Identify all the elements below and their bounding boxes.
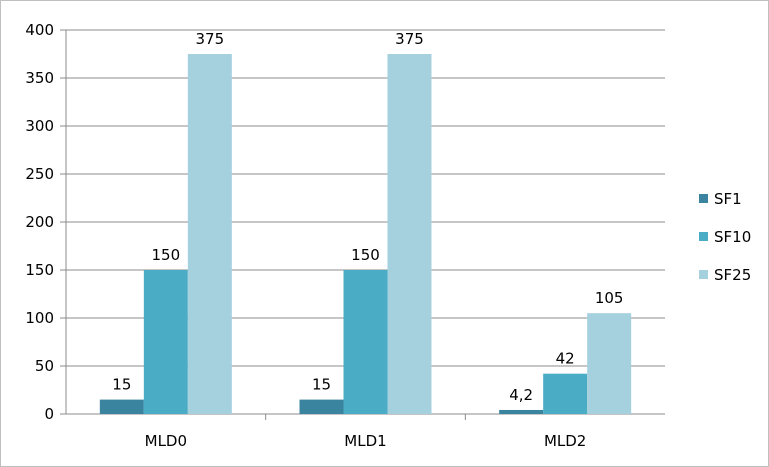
x-tick-label-mld0: MLD0 (145, 432, 187, 450)
y-tick-label-50: 50 (35, 357, 54, 375)
legend-label-sf1: SF1 (714, 190, 742, 208)
y-tick-label-350: 350 (25, 69, 54, 87)
bar-sf1-mld0 (99, 399, 144, 414)
x-tick-label-mld1: MLD1 (344, 432, 386, 450)
data-label-sf25-mld0: 375 (196, 30, 225, 48)
y-tick-label-400: 400 (25, 21, 54, 39)
legend-swatch-sf10 (699, 232, 708, 241)
bar-sf1-mld2 (499, 409, 544, 414)
x-tick-label-mld2: MLD2 (544, 432, 586, 450)
bar-sf25-mld2 (587, 313, 632, 414)
data-label-sf10-mld2: 42 (556, 350, 575, 368)
legend-label-sf25: SF25 (714, 266, 751, 284)
data-label-sf1-mld0: 15 (112, 376, 131, 394)
y-tick-label-100: 100 (25, 309, 54, 327)
data-label-sf1-mld2: 4,2 (509, 386, 533, 404)
y-tick-label-300: 300 (25, 117, 54, 135)
y-tick-label-250: 250 (25, 165, 54, 183)
bar-sf25-mld0 (187, 54, 232, 414)
bar-sf10-mld0 (143, 270, 188, 414)
data-label-sf1-mld1: 15 (312, 376, 331, 394)
y-tick-label-150: 150 (25, 261, 54, 279)
legend-swatch-sf1 (699, 194, 708, 203)
legend-swatch-sf25 (699, 270, 708, 279)
legend-label-sf10: SF10 (714, 228, 751, 246)
data-label-sf25-mld1: 375 (395, 30, 424, 48)
data-label-sf10-mld1: 150 (351, 246, 380, 264)
bar-sf10-mld1 (343, 270, 388, 414)
y-tick-label-0: 0 (44, 405, 54, 423)
data-label-sf10-mld0: 150 (152, 246, 181, 264)
bar-sf25-mld1 (387, 54, 432, 414)
y-tick-label-200: 200 (25, 213, 54, 231)
bar-sf1-mld1 (299, 399, 344, 414)
data-label-sf25-mld2: 105 (595, 289, 624, 307)
bar-sf10-mld2 (543, 373, 588, 414)
